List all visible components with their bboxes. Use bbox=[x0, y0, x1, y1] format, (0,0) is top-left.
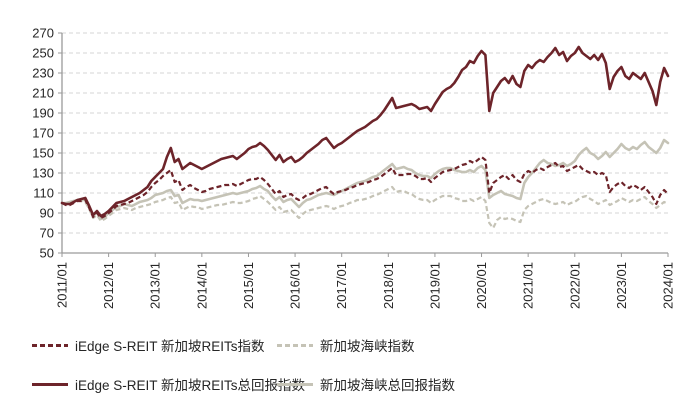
legend-label: 新加坡海峡指数 bbox=[320, 339, 415, 354]
y-tick-label: 230 bbox=[32, 66, 54, 81]
y-tick-label: 70 bbox=[40, 226, 54, 241]
series-line-3 bbox=[60, 138, 670, 221]
legend-item: iEdge S-REIT 新加坡REITs总回报指数 bbox=[32, 374, 305, 394]
series-line-1 bbox=[61, 185, 669, 230]
y-tick-label: 110 bbox=[33, 186, 54, 201]
solid-line-swatch-icon bbox=[277, 382, 313, 386]
x-tick-label: 2012/01 bbox=[101, 262, 116, 309]
x-tick-label: 2019/01 bbox=[427, 262, 442, 309]
chart-legend: iEdge S-REIT 新加坡REITs指数 新加坡海峡指数 iEdge S-RE… bbox=[32, 334, 672, 412]
y-tick-label: 90 bbox=[40, 206, 54, 221]
x-tick-label: 2013/01 bbox=[148, 262, 163, 309]
chart-svg: 50 70 90 110 130 150 170 190 210 230 250 270 2011/01… bbox=[32, 26, 676, 310]
x-tick-label: 2017/01 bbox=[334, 262, 349, 309]
y-tick-label: 190 bbox=[32, 106, 54, 121]
x-tick-label: 2018/01 bbox=[381, 262, 396, 309]
legend-item: 新加坡海峡指数 bbox=[277, 335, 672, 355]
legend-row: iEdge S-REIT 新加坡REITs总回报指数 新加坡海峡总回报指数 bbox=[32, 373, 672, 395]
series-line-2 bbox=[60, 45, 670, 218]
y-tick-label: 250 bbox=[32, 46, 54, 61]
x-tick-label: 2023/01 bbox=[614, 262, 629, 309]
x-tick-label: 2024/01 bbox=[661, 262, 676, 309]
x-tick-label: 2016/01 bbox=[288, 262, 303, 309]
y-tick-label: 150 bbox=[32, 146, 54, 161]
y-tick-label: 210 bbox=[32, 86, 54, 101]
legend-label: iEdge S-REIT 新加坡REITs总回报指数 bbox=[75, 378, 306, 393]
dashed-line-swatch-icon bbox=[277, 343, 313, 347]
x-tick-label: 2022/01 bbox=[567, 262, 582, 309]
legend-item: iEdge S-REIT 新加坡REITs指数 bbox=[32, 335, 277, 355]
x-tick-label: 2015/01 bbox=[241, 262, 256, 309]
y-tick-label: 170 bbox=[32, 126, 54, 141]
x-tick-label: 2020/01 bbox=[474, 262, 489, 309]
dashed-line-swatch-icon bbox=[32, 343, 68, 347]
y-tick-label: 270 bbox=[32, 26, 54, 41]
y-tick-label: 50 bbox=[40, 246, 54, 261]
x-tick-label: 2014/01 bbox=[194, 262, 209, 309]
x-tick-label: 2021/01 bbox=[521, 262, 536, 309]
legend-label: iEdge S-REIT 新加坡REITs指数 bbox=[75, 339, 265, 354]
legend-item: 新加坡海峡总回报指数 bbox=[277, 374, 672, 394]
series-line-0 bbox=[61, 155, 669, 220]
y-tick-label: 130 bbox=[32, 166, 54, 181]
solid-line-swatch-icon bbox=[32, 382, 68, 386]
legend-row: iEdge S-REIT 新加坡REITs指数 新加坡海峡指数 bbox=[32, 334, 672, 356]
legend-label: 新加坡海峡总回报指数 bbox=[320, 378, 455, 393]
x-tick-label: 2011/01 bbox=[55, 262, 70, 308]
